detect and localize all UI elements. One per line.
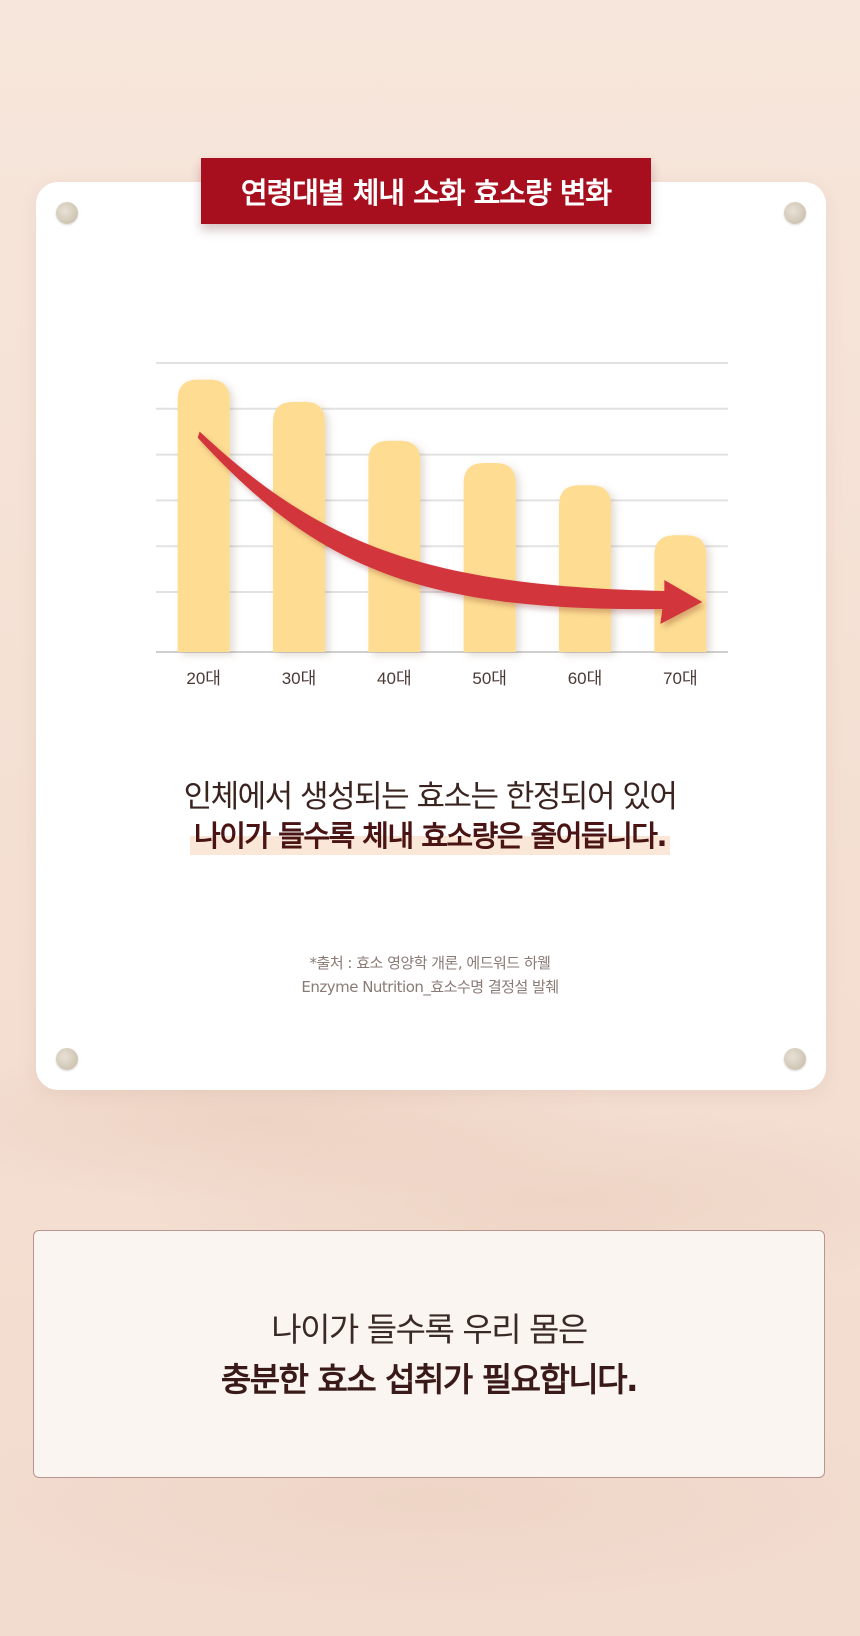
- bar-50대: [463, 463, 516, 652]
- message-line1: 인체에서 생성되는 효소는 한정되어 있어: [183, 779, 678, 815]
- x-tick-labels: 20대 30대 40대 50대 60대 70대: [186, 669, 697, 688]
- x-tick-label: 70대: [663, 669, 698, 688]
- enzyme-bar-chart: 20대 30대 40대 50대 60대 70대: [156, 362, 728, 688]
- pin-icon: [56, 202, 78, 224]
- message-line2: 나이가 들수록 체내 효소량은 줄어듭니다.: [190, 813, 670, 855]
- bar-20대: [177, 379, 230, 652]
- callout-line2: 충분한 효소 섭취가 필요합니다.: [220, 1360, 639, 1399]
- chart-title: 연령대별 체내 소화 효소량 변화: [201, 158, 651, 224]
- pin-icon: [56, 1048, 78, 1070]
- pin-icon: [784, 202, 806, 224]
- x-tick-label: 30대: [282, 669, 317, 688]
- source-line1: *출처 : 효소 영양학 개론, 에드워드 하웰: [309, 954, 551, 972]
- x-tick-label: 20대: [186, 669, 221, 688]
- bar-60대: [559, 485, 611, 652]
- pin-icon: [784, 1048, 806, 1070]
- bar-40대: [368, 440, 421, 652]
- source-line2: Enzyme Nutrition_효소수명 결정설 발췌: [301, 978, 559, 996]
- callout-line1: 나이가 들수록 우리 몸은: [271, 1310, 588, 1349]
- trend-arrow: [197, 431, 703, 624]
- callout-box: 나이가 들수록 우리 몸은 충분한 효소 섭취가 필요합니다.: [33, 1230, 825, 1478]
- x-tick-label: 60대: [568, 669, 603, 688]
- bars: [177, 379, 707, 652]
- x-tick-label: 50대: [472, 669, 507, 688]
- trend-arrow-shape: [197, 431, 703, 624]
- x-tick-label: 40대: [377, 669, 412, 688]
